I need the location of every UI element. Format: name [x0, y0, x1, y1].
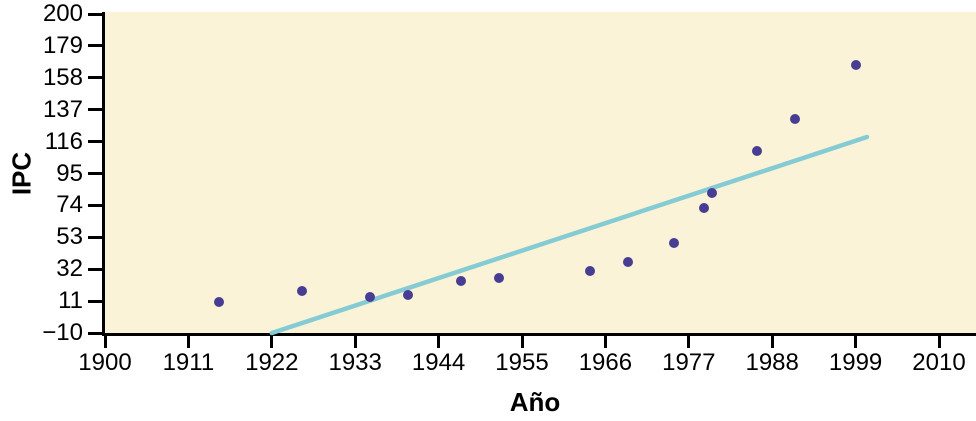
x-tick-label: 1911: [162, 349, 215, 376]
x-tick-mark: [603, 336, 607, 348]
x-tick-mark: [687, 336, 691, 348]
x-tick-label: 1955: [495, 349, 549, 376]
x-tick-mark: [437, 336, 441, 348]
y-tick-label: 137: [42, 95, 83, 123]
y-tick-label: 11: [58, 287, 83, 315]
plot-area: [102, 12, 976, 336]
y-tick-label: 200: [42, 0, 83, 27]
x-tick-label: 1988: [745, 349, 799, 376]
y-tick-label: 32: [56, 255, 83, 283]
x-tick-mark: [770, 336, 774, 348]
y-tick-label: 158: [42, 63, 83, 91]
x-tick-label: 1944: [411, 349, 466, 376]
y-tick-label: −10: [42, 319, 83, 346]
y-tick-label: 179: [42, 31, 83, 59]
x-tick-label: 1977: [662, 349, 716, 376]
x-tick-mark: [103, 336, 107, 348]
x-tick-label: 1900: [78, 349, 132, 376]
x-tick-label: 1999: [828, 349, 883, 376]
x-tick-mark: [353, 336, 357, 348]
x-tick-label: 2010: [912, 349, 966, 376]
x-tick-mark: [854, 336, 858, 348]
x-tick-label: 1966: [578, 349, 633, 376]
y-axis-label: IPC: [6, 151, 37, 196]
y-tick-label: 53: [56, 223, 83, 251]
x-axis-label: Año: [509, 387, 561, 417]
x-tick-label: 1933: [328, 349, 382, 376]
x-tick-mark: [186, 336, 190, 348]
x-tick-mark: [937, 336, 941, 348]
x-tick-label: 1922: [245, 349, 299, 376]
x-tick-mark: [270, 336, 274, 348]
x-tick-mark: [520, 336, 524, 348]
